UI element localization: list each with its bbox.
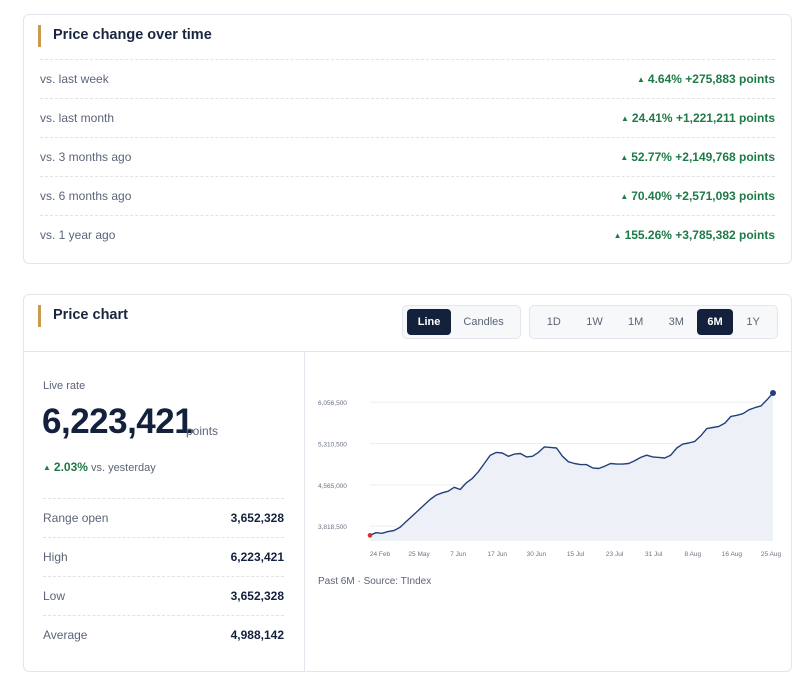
change-row: vs. 6 months ago ▲ 70.40% +2,571,093 poin…	[40, 176, 775, 215]
change-row-label: vs. 6 months ago	[40, 189, 132, 203]
range-1m-button[interactable]: 1M	[628, 316, 644, 328]
start-point-dot	[367, 533, 373, 538]
line-chart-button[interactable]: Line	[407, 309, 452, 335]
change-row-value: ▲ 155.26% +3,785,382 points	[613, 228, 775, 242]
price-change-card: Price change over time vs. last week ▲ 4.…	[23, 14, 792, 264]
range-stats: Range open 3,652,328 High 6,223,421 Low …	[43, 498, 284, 654]
x-tick-label: 16 Aug	[722, 551, 743, 558]
price-change-title: Price change over time	[38, 25, 212, 47]
range-1y-button[interactable]: 1Y	[746, 316, 760, 328]
candles-chart-button[interactable]: Candles	[463, 316, 504, 328]
price-line	[369, 392, 774, 536]
change-row-label: vs. 1 year ago	[40, 228, 116, 242]
stat-row-range-open: Range open 3,652,328	[43, 498, 284, 537]
x-tick-label: 30 Jun	[527, 551, 547, 558]
change-row-value: ▲ 24.41% +1,221,211 points	[620, 111, 775, 125]
stat-label: Range open	[43, 511, 109, 525]
up-arrow-icon: ▲	[613, 231, 622, 240]
up-arrow-icon: ▲	[637, 75, 645, 84]
live-rate-value: 6,223,421	[42, 402, 194, 441]
x-tick-label: 17 Jun	[488, 551, 508, 558]
range-6m-button[interactable]: 6M	[696, 309, 734, 335]
live-rate-change: ▲ 2.03% vs. yesterday	[43, 460, 156, 474]
y-tick-label: 6,056,500	[318, 400, 347, 407]
stat-label: High	[43, 550, 68, 564]
price-chart-title: Price chart	[38, 305, 128, 327]
x-tick-label: 25 Aug	[761, 551, 782, 558]
live-change-vs: vs. yesterday	[90, 462, 156, 474]
up-arrow-icon: ▲	[620, 153, 629, 162]
latest-point-dot	[770, 390, 776, 397]
stat-value: 3,652,328	[230, 589, 284, 603]
range-3m-button[interactable]: 3M	[668, 316, 684, 328]
time-range-toggle: 1D 1W 1M 3M 6M 1Y	[529, 305, 778, 339]
range-1w-button[interactable]: 1W	[586, 316, 603, 328]
x-tick-label: 31 Jul	[645, 551, 663, 558]
stat-value: 4,988,142	[230, 628, 284, 642]
x-tick-label: 24 Feb	[370, 551, 391, 558]
price-area	[370, 393, 773, 541]
stat-row-average: Average 4,988,142	[43, 615, 284, 654]
change-row: vs. last month ▲ 24.41% +1,221,211 points	[40, 98, 775, 137]
x-tick-label: 23 Jul	[606, 551, 624, 558]
change-row: vs. 1 year ago ▲ 155.26% +3,785,382 point…	[40, 215, 775, 254]
x-tick-label: 15 Jul	[567, 551, 585, 558]
x-tick-label: 7 Jun	[450, 551, 466, 558]
chart-type-toggle: Line Candles	[402, 305, 521, 339]
price-change-list: vs. last week ▲ 4.64% +275,883 points vs.…	[40, 59, 775, 254]
live-rate-unit: points	[186, 424, 219, 438]
change-row-value: ▲ 4.64% +275,883 points	[637, 72, 775, 86]
x-tick-label: 25 May	[408, 551, 430, 558]
change-row-label: vs. 3 months ago	[40, 150, 132, 164]
stat-value: 6,223,421	[230, 550, 284, 564]
stat-label: Average	[43, 628, 88, 642]
chart-body: Live rate 6,223,421 points ▲ 2.03% vs. yes…	[24, 351, 791, 671]
price-chart-panel: 3,818,500 4,565,000 5,310,500 6,056,500 24 F…	[305, 352, 791, 671]
y-tick-label: 5,310,500	[318, 442, 347, 449]
y-tick-label: 3,818,500	[318, 524, 347, 531]
up-arrow-icon: ▲	[43, 463, 51, 472]
price-chart-card: Price chart Line Candles 1D 1W 1M 3M 6M …	[23, 294, 792, 672]
change-row: vs. last week ▲ 4.64% +275,883 points	[40, 59, 775, 98]
change-row: vs. 3 months ago ▲ 52.77% +2,149,768 poin…	[40, 137, 775, 176]
chart-source-note: Past 6M · Source: TIndex	[318, 576, 432, 587]
change-row-label: vs. last week	[40, 72, 109, 86]
price-chart: 3,818,500 4,565,000 5,310,500 6,056,500 24 F…	[318, 390, 782, 558]
change-row-label: vs. last month	[40, 111, 115, 125]
up-arrow-icon: ▲	[620, 114, 629, 123]
live-change-pct: 2.03%	[53, 460, 88, 474]
up-arrow-icon: ▲	[620, 192, 629, 201]
live-rate-panel: Live rate 6,223,421 points ▲ 2.03% vs. yes…	[24, 352, 305, 671]
change-row-value: ▲ 70.40% +2,571,093 points	[620, 189, 775, 203]
stat-row-high: High 6,223,421	[43, 537, 284, 576]
live-rate-label: Live rate	[43, 380, 86, 392]
stat-row-low: Low 3,652,328	[43, 576, 284, 615]
y-tick-label: 4,565,000	[318, 483, 347, 490]
stat-value: 3,652,328	[230, 511, 284, 525]
x-tick-label: 8 Aug	[684, 551, 701, 558]
stat-label: Low	[43, 589, 66, 603]
range-1d-button[interactable]: 1D	[546, 316, 561, 328]
change-row-value: ▲ 52.77% +2,149,768 points	[620, 150, 775, 164]
